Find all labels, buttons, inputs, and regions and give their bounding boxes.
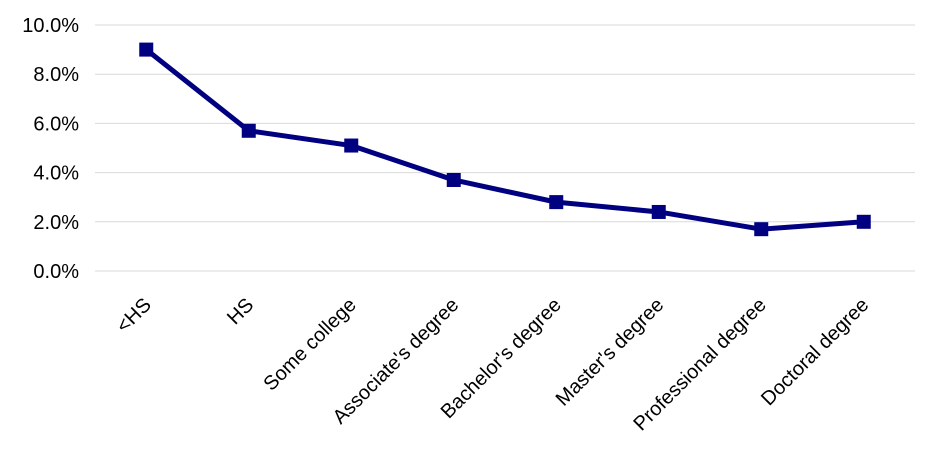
y-tick-label: 2.0% [33, 212, 79, 234]
data-point-marker [651, 204, 666, 219]
data-point-marker [754, 222, 769, 237]
y-tick-label: 4.0% [33, 163, 79, 185]
data-point-marker [344, 138, 359, 153]
series-layer [139, 42, 871, 237]
y-axis-tick-labels: 0.0% 2.0% 4.0% 6.0% 8.0% 10.0% [22, 15, 79, 283]
gridlines [95, 24, 915, 272]
series-line [143, 47, 867, 232]
y-tick-label: 0.0% [33, 261, 79, 283]
x-tick-label: Doctoral degree [757, 294, 873, 410]
y-tick-label: 8.0% [33, 64, 79, 86]
data-point-marker [446, 172, 461, 187]
x-tick-label: <HS [112, 294, 155, 337]
data-point-marker [241, 123, 256, 138]
y-tick-label: 6.0% [33, 113, 79, 135]
x-tick-label: Some college [260, 294, 361, 395]
x-tick-label: Master's degree [552, 294, 669, 411]
data-point-marker [549, 195, 564, 210]
data-point-marker [856, 214, 871, 229]
y-tick-label: 10.0% [22, 15, 79, 37]
data-point-marker [139, 42, 154, 57]
x-tick-label: HS [223, 294, 258, 329]
